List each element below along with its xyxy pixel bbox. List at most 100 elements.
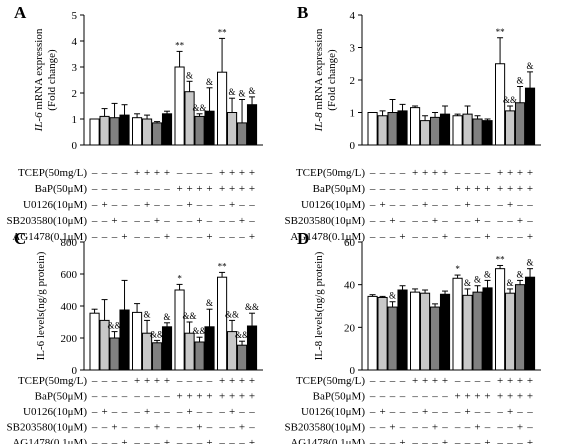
treatment-sign: – xyxy=(206,167,213,179)
significance-mark: * xyxy=(177,273,182,283)
y-axis-title: IL-6 mRNA expression xyxy=(33,28,45,132)
treatment-sign: – xyxy=(121,375,128,387)
treatment-sign: – xyxy=(176,167,183,179)
treatment-sign: – xyxy=(441,215,448,227)
treatment-sign: – xyxy=(431,231,438,243)
significance-mark: ** xyxy=(218,261,228,271)
treatment-sign: – xyxy=(389,199,396,211)
treatment-sign: + xyxy=(517,183,523,195)
treatment-row-label: BaP(50μM) xyxy=(313,391,366,403)
treatment-sign: + xyxy=(219,167,225,179)
treatment-row-label: TCEP(50mg/L) xyxy=(18,167,87,179)
treatment-sign: – xyxy=(369,406,376,418)
treatment-row-label: U0126(10μM) xyxy=(23,199,87,211)
y-tick-label: 4 xyxy=(350,10,356,22)
treatment-sign: – xyxy=(431,391,438,403)
y-tick-label: 400 xyxy=(61,301,78,313)
treatment-sign: – xyxy=(411,183,418,195)
treatment-sign: – xyxy=(238,231,245,243)
treatment-sign: – xyxy=(379,215,386,227)
treatment-sign: – xyxy=(153,391,160,403)
treatment-sign: – xyxy=(474,406,481,418)
treatment-sign: – xyxy=(101,375,108,387)
treatment-row-label: U0126(10μM) xyxy=(23,406,87,418)
treatment-sign: – xyxy=(379,375,386,387)
significance-mark: & xyxy=(164,312,171,322)
treatment-sign: – xyxy=(91,391,98,403)
treatment-sign: + xyxy=(432,375,438,387)
treatment-sign: – xyxy=(218,437,225,444)
treatment-sign: + xyxy=(229,167,235,179)
bar xyxy=(151,342,163,371)
significance-mark: ** xyxy=(496,27,506,37)
treatment-sign: – xyxy=(454,437,461,444)
bar-group-4: **&&&& xyxy=(495,27,536,146)
treatment-sign: + xyxy=(527,231,533,243)
treatment-sign: – xyxy=(91,183,98,195)
treatment-sign: – xyxy=(464,437,471,444)
bar xyxy=(462,113,473,146)
treatment-sign: – xyxy=(228,437,235,444)
treatment-sign: – xyxy=(379,422,386,434)
treatment-sign: – xyxy=(441,391,448,403)
y-axis-title-text: mRNA expression xyxy=(33,28,45,112)
treatment-sign: – xyxy=(411,422,418,434)
bar xyxy=(419,292,431,371)
treatment-sign: + xyxy=(507,406,513,418)
bar xyxy=(89,118,100,146)
bar xyxy=(524,276,536,371)
treatment-sign: – xyxy=(389,437,396,444)
treatment-sign: – xyxy=(441,199,448,211)
bar xyxy=(397,110,408,146)
significance-mark: & xyxy=(389,291,396,301)
treatment-sign: – xyxy=(369,215,376,227)
treatment-sign: – xyxy=(186,437,193,444)
significance-mark: & xyxy=(206,77,213,87)
treatment-sign: – xyxy=(248,406,255,418)
significance-mark: && xyxy=(193,326,207,336)
treatment-sign: + xyxy=(164,437,170,444)
y-tick-label: 0 xyxy=(72,365,78,377)
treatment-sign: – xyxy=(153,406,160,418)
y-tick-label: 0 xyxy=(350,140,356,152)
treatment-sign: – xyxy=(454,215,461,227)
treatment-sign: – xyxy=(163,391,170,403)
treatment-sign: – xyxy=(411,437,418,444)
bar xyxy=(246,325,258,371)
treatment-row-label: TCEP(50mg/L) xyxy=(296,375,365,387)
treatment-sign: – xyxy=(186,215,193,227)
treatment-sign: – xyxy=(91,199,98,211)
bar xyxy=(109,337,120,371)
treatment-sign: – xyxy=(101,215,108,227)
treatment-sign: – xyxy=(454,406,461,418)
significance-mark: && xyxy=(108,321,122,331)
significance-mark: && xyxy=(183,311,197,321)
bar xyxy=(495,268,506,371)
treatment-sign: + xyxy=(206,437,212,444)
bar-group-3: **&&&& xyxy=(174,40,215,146)
treatment-sign: – xyxy=(431,406,438,418)
y-axis-title: IL-8 levels(ng/g protein) xyxy=(313,251,325,360)
treatment-sign: + xyxy=(121,437,127,444)
treatment-row-label: BaP(50μM) xyxy=(35,183,88,195)
bar xyxy=(236,344,248,371)
treatment-sign: – xyxy=(411,199,418,211)
treatment-sign: + xyxy=(121,231,127,243)
treatment-sign: – xyxy=(196,167,203,179)
y-tick-label: 3 xyxy=(350,43,356,55)
treatment-sign: – xyxy=(399,391,406,403)
treatment-sign: + xyxy=(229,375,235,387)
y-tick-label: 3 xyxy=(72,62,78,74)
y-tick-label: 2 xyxy=(72,88,78,100)
treatment-sign: – xyxy=(111,375,118,387)
treatment-sign: + xyxy=(154,422,160,434)
treatment-sign: + xyxy=(464,199,470,211)
treatment-sign: + xyxy=(239,422,245,434)
treatment-sign: + xyxy=(164,231,170,243)
y-axis-title-gene: IL-8 xyxy=(313,112,325,132)
treatment-sign: + xyxy=(206,231,212,243)
significance-mark: && xyxy=(150,329,164,339)
treatment-sign: + xyxy=(186,183,192,195)
treatment-sign: + xyxy=(239,375,245,387)
treatment-sign: + xyxy=(442,231,448,243)
